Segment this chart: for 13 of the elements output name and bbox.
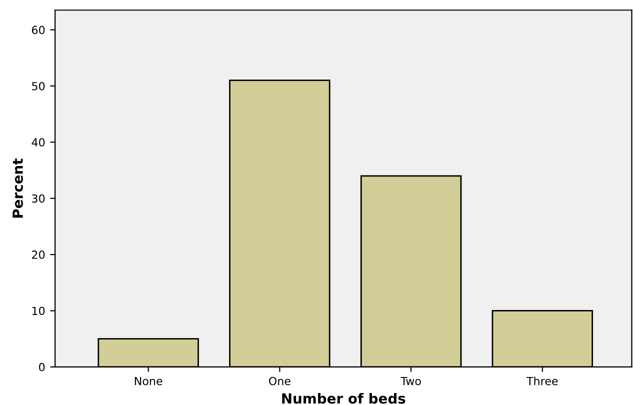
- x-tick-label: One: [269, 376, 290, 386]
- y-tick-label: 50: [32, 82, 45, 90]
- y-tick-label: 0: [39, 362, 45, 372]
- x-tick-label: Three: [526, 376, 558, 386]
- y-tick-label: 60: [32, 26, 45, 34]
- y-tick-label: 40: [32, 138, 45, 147]
- x-axis-title: Number of beds: [282, 392, 406, 404]
- y-tick-label: 30: [32, 194, 45, 203]
- x-tick-label: Two: [400, 376, 421, 386]
- y-tick-label: 10: [32, 306, 45, 316]
- x-tick-label: None: [134, 376, 162, 386]
- y-tick-label: 20: [32, 250, 45, 259]
- y-axis-title: Percent: [12, 158, 23, 218]
